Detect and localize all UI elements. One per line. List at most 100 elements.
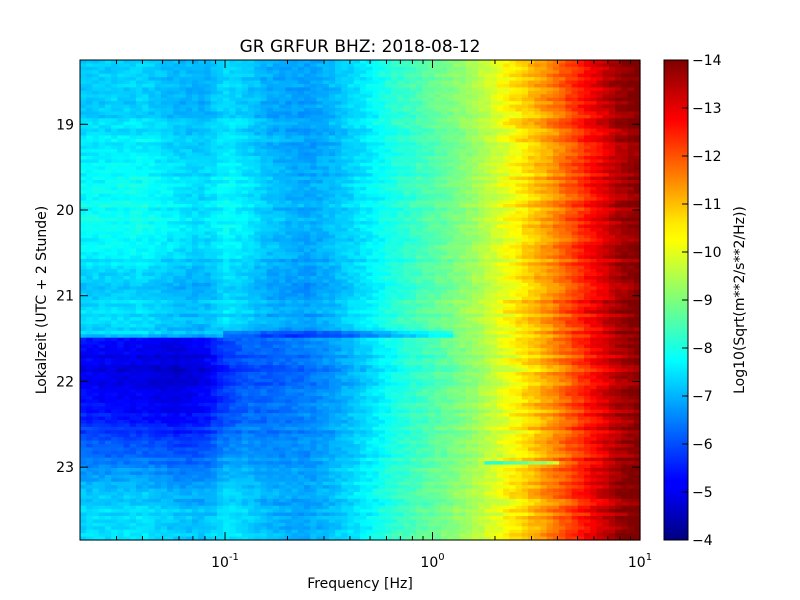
heatmap-cell <box>86 94 94 99</box>
heatmap-cell <box>229 200 237 205</box>
heatmap-cell <box>310 128 318 133</box>
heatmap-cell <box>148 142 156 147</box>
heatmap-cell <box>515 214 523 219</box>
heatmap-cell <box>490 234 498 239</box>
heatmap-cell <box>210 180 218 185</box>
heatmap-cell <box>148 176 156 181</box>
heatmap-cell <box>416 104 423 109</box>
heatmap-cell <box>285 224 293 229</box>
heatmap-cell <box>198 183 206 188</box>
heatmap-cell <box>260 248 268 253</box>
heatmap-cell <box>465 183 473 188</box>
heatmap-cell <box>422 90 430 95</box>
heatmap-cell <box>559 80 566 85</box>
heatmap-cell <box>192 245 199 250</box>
heatmap-cell <box>627 180 635 185</box>
heatmap-cell <box>596 73 604 78</box>
heatmap-cell <box>98 149 106 154</box>
heatmap-cell <box>534 104 542 109</box>
heatmap-cell <box>104 128 112 133</box>
heatmap-cell <box>179 145 187 150</box>
heatmap-cell <box>272 60 280 65</box>
heatmap-cell <box>496 221 504 226</box>
heatmap-cell <box>422 101 430 106</box>
heatmap-cell <box>148 224 156 229</box>
heatmap-cell <box>571 156 579 161</box>
heatmap-cell <box>310 221 318 226</box>
heatmap-cell <box>459 162 467 167</box>
heatmap-cell <box>254 204 262 209</box>
heatmap-cell <box>384 145 392 150</box>
heatmap-cell <box>173 145 181 150</box>
heatmap-cell <box>372 186 380 191</box>
heatmap-cell <box>540 183 548 188</box>
heatmap-cell <box>86 238 94 243</box>
heatmap-cell <box>384 63 392 68</box>
heatmap-cell <box>378 97 386 102</box>
heatmap-cell <box>372 228 380 233</box>
heatmap-cell <box>173 118 181 123</box>
heatmap-cell <box>179 114 187 119</box>
heatmap-cell <box>615 101 622 106</box>
heatmap-cell <box>509 90 517 95</box>
heatmap-cell <box>403 111 411 116</box>
heatmap-cell <box>160 228 168 233</box>
heatmap-cell <box>316 193 324 198</box>
heatmap-cell <box>447 152 454 157</box>
heatmap-cell <box>521 200 529 205</box>
heatmap-cell <box>304 217 311 222</box>
heatmap-cell <box>229 190 237 195</box>
heatmap-cell <box>148 132 156 137</box>
heatmap-cell <box>416 84 423 89</box>
heatmap-cell <box>173 204 181 209</box>
heatmap-cell <box>546 121 554 126</box>
heatmap-cell <box>478 173 486 178</box>
heatmap-cell <box>397 73 405 78</box>
heatmap-cell <box>198 114 206 119</box>
heatmap-cell <box>86 248 94 253</box>
heatmap-cell <box>160 70 168 75</box>
heatmap-cell <box>266 214 274 219</box>
heatmap-cell <box>279 104 286 109</box>
heatmap-cell <box>111 228 118 233</box>
heatmap-cell <box>428 221 436 226</box>
heatmap-cell <box>179 248 187 253</box>
heatmap-cell <box>608 94 616 99</box>
heatmap-cell <box>428 228 436 233</box>
heatmap-cell <box>136 90 143 95</box>
heatmap-cell <box>185 224 193 229</box>
heatmap-cell <box>422 149 430 154</box>
heatmap-cell <box>248 162 255 167</box>
heatmap-cell <box>621 159 629 164</box>
heatmap-cell <box>216 190 224 195</box>
heatmap-cell <box>136 214 143 219</box>
heatmap-cell <box>621 176 629 181</box>
heatmap-cell <box>285 70 293 75</box>
heatmap-cell <box>341 197 349 202</box>
heatmap-cell <box>347 97 355 102</box>
heatmap-cell <box>136 97 143 102</box>
heatmap-cell <box>633 241 641 246</box>
heatmap-cell <box>490 224 498 229</box>
heatmap-cell <box>360 166 367 171</box>
heatmap-cell <box>154 104 162 109</box>
heatmap-cell <box>167 114 174 119</box>
heatmap-cell <box>403 90 411 95</box>
heatmap-cell <box>447 214 454 219</box>
heatmap-cell <box>142 125 150 130</box>
heatmap-cell <box>521 135 529 140</box>
heatmap-cell <box>565 234 573 239</box>
heatmap-cell <box>577 228 585 233</box>
heatmap-cell <box>98 101 106 106</box>
heatmap-cell <box>397 94 405 99</box>
heatmap-cell <box>341 135 349 140</box>
heatmap-cell <box>353 125 361 130</box>
heatmap-cell <box>341 73 349 78</box>
heatmap-cell <box>136 204 143 209</box>
heatmap-cell <box>403 245 411 250</box>
heatmap-cell <box>360 183 367 188</box>
heatmap-cell <box>117 118 125 123</box>
heatmap-cell <box>509 204 517 209</box>
heatmap-cell <box>185 97 193 102</box>
heatmap-cell <box>248 90 255 95</box>
